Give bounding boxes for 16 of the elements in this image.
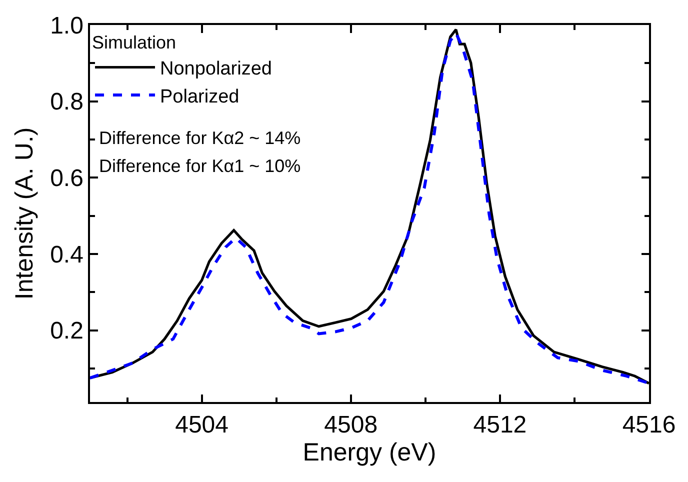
- legend-label: Polarized: [160, 86, 240, 108]
- x-tick-label: 4504: [175, 412, 228, 439]
- x-axis-title: Energy (eV): [302, 438, 436, 467]
- y-tick-label: 1.0: [50, 12, 84, 40]
- x-tick-label: 4516: [622, 412, 676, 439]
- annotation: Difference for Kα2 ~ 14%: [99, 128, 301, 148]
- x-tick-label: 4508: [324, 412, 378, 439]
- y-tick-label: 0.2: [50, 318, 84, 345]
- x-tick-label: 4512: [473, 412, 527, 439]
- y-axis-title: Intensity (A. U.): [10, 127, 38, 300]
- annotation: Difference for Kα1 ~ 10%: [99, 156, 301, 176]
- y-tick-label: 0.4: [50, 241, 84, 268]
- legend-title: Simulation: [92, 32, 176, 52]
- y-tick-label: 0.8: [50, 88, 84, 116]
- legend-label: Nonpolarized: [160, 58, 272, 80]
- y-tick-label: 0.6: [50, 165, 84, 192]
